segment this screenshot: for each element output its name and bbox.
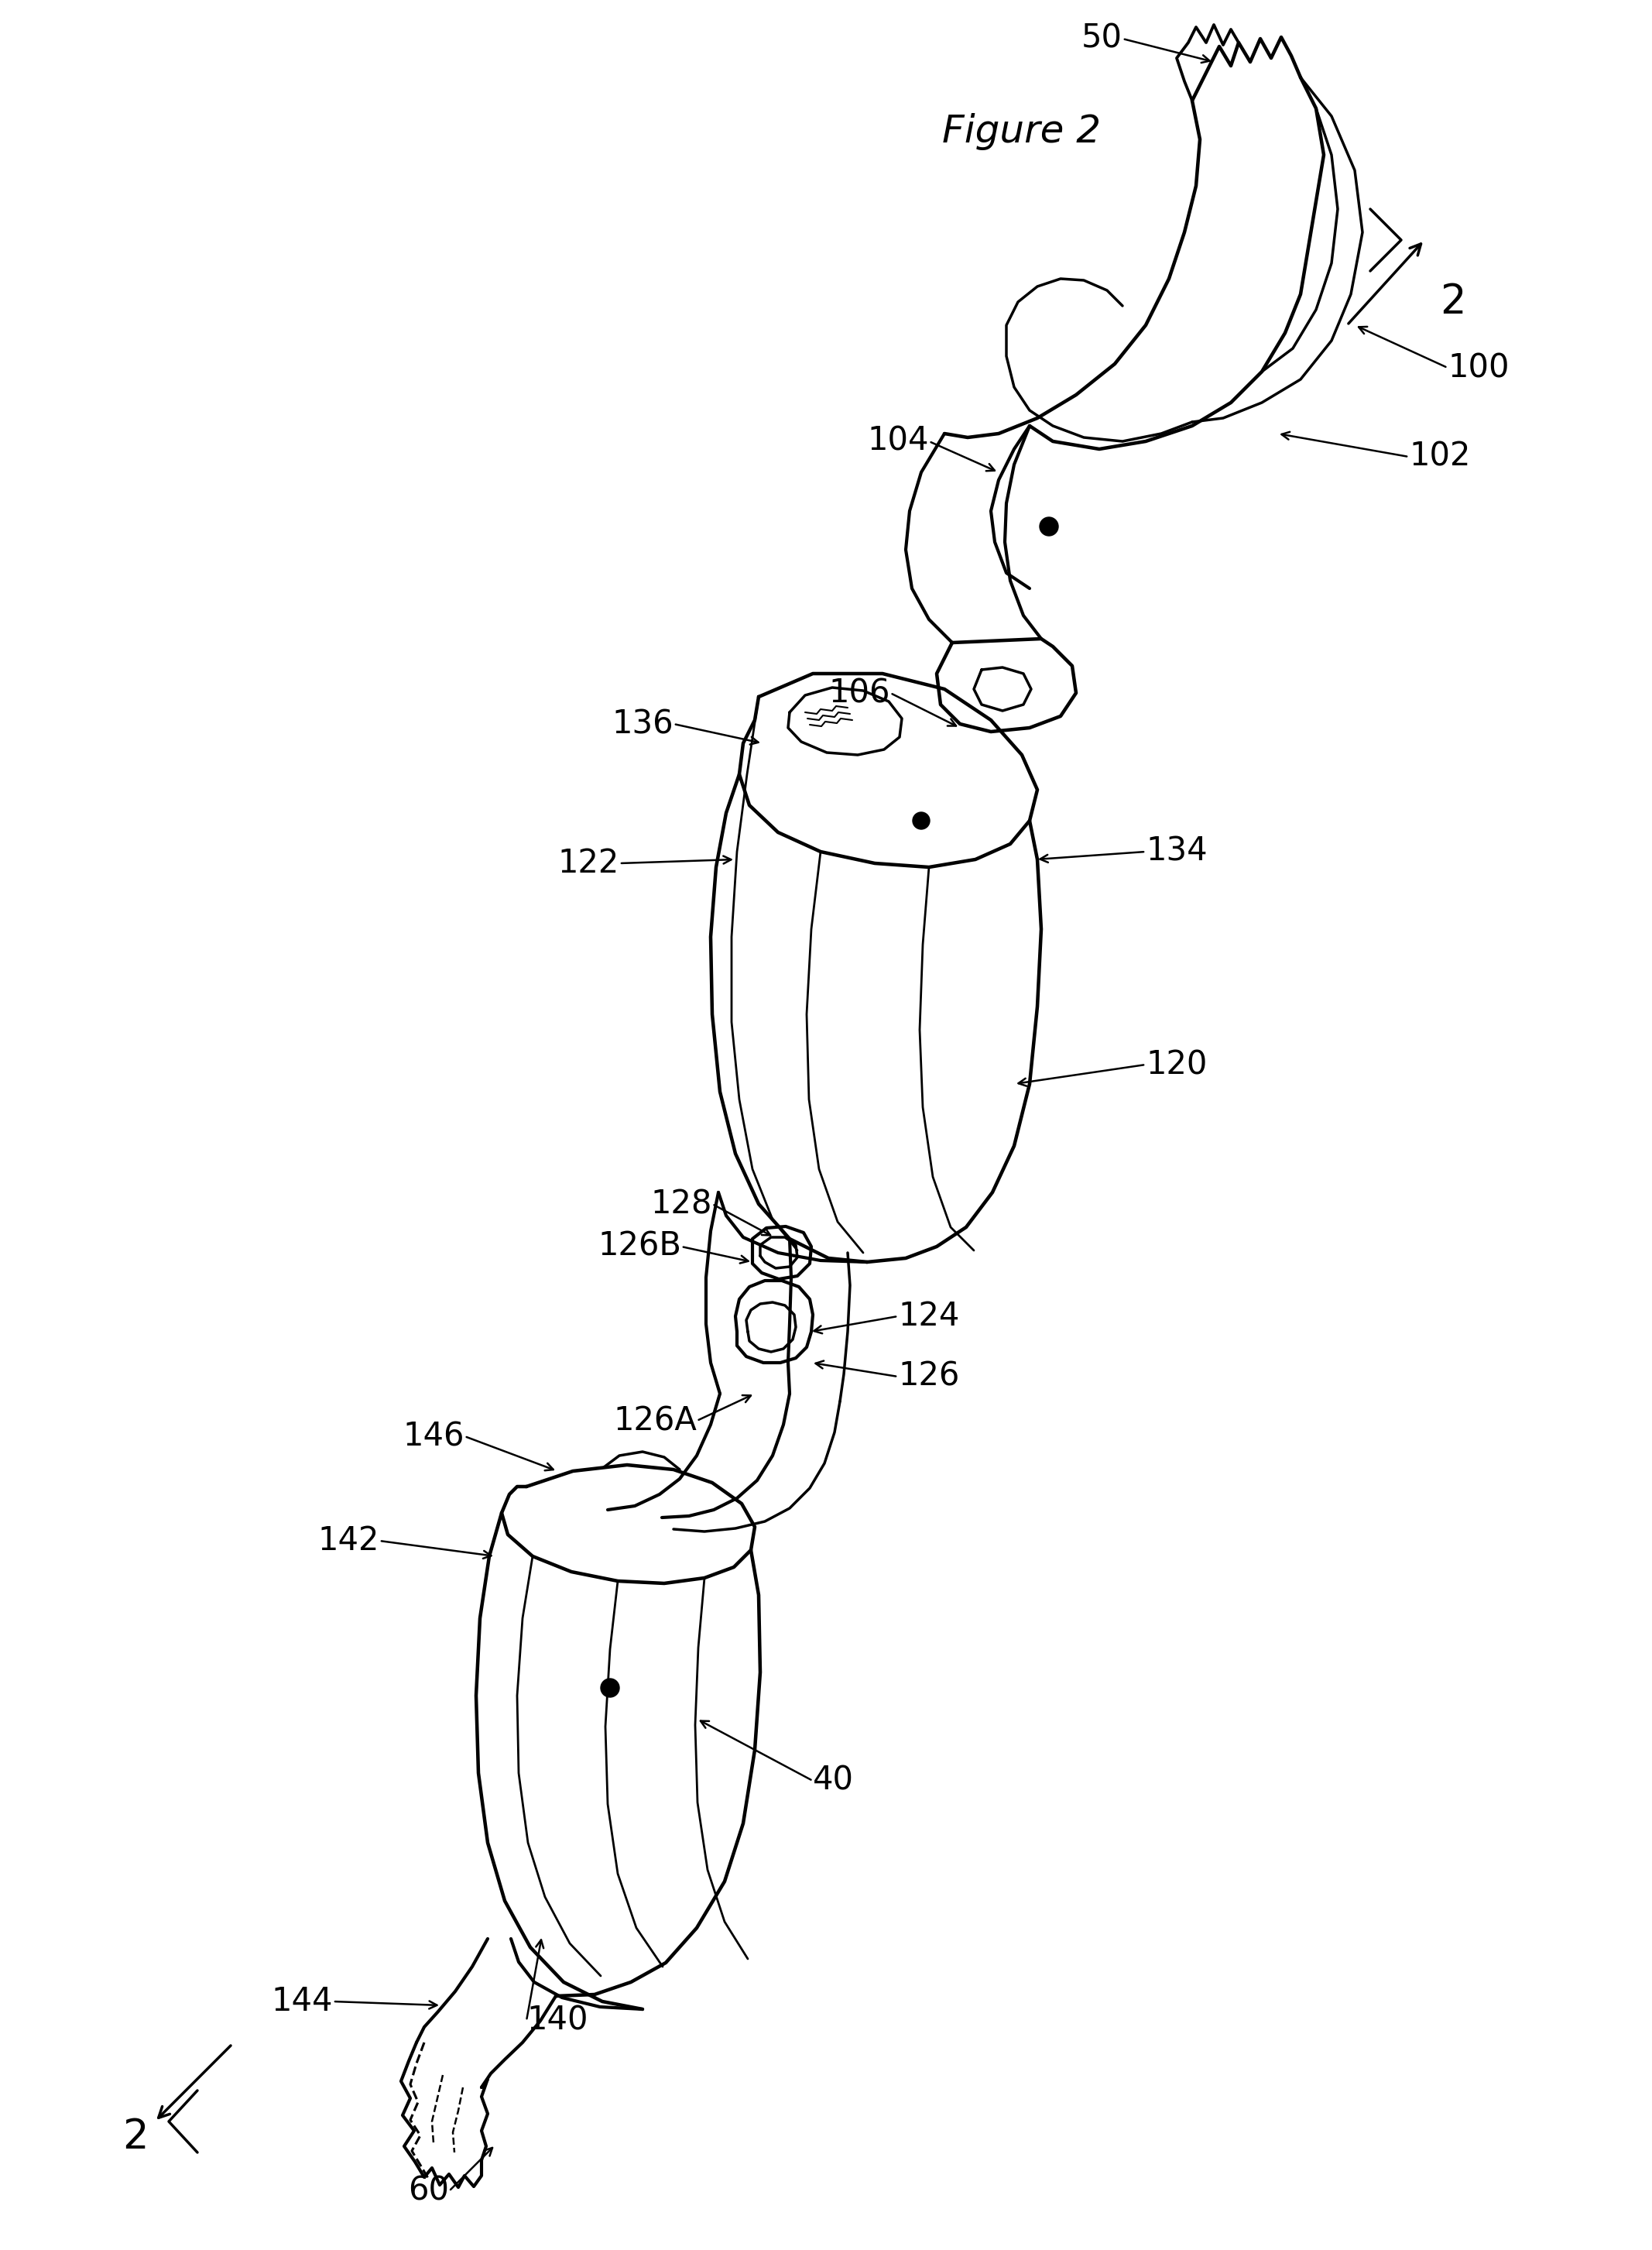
Text: 50: 50 xyxy=(1082,22,1122,54)
Text: 140: 140 xyxy=(527,2005,588,2036)
Text: 146: 146 xyxy=(403,1420,464,1454)
Text: 102: 102 xyxy=(1409,441,1470,472)
Text: 2: 2 xyxy=(1441,281,1465,322)
Text: 124: 124 xyxy=(899,1300,960,1332)
Text: 126B: 126B xyxy=(598,1231,681,1262)
Text: 2: 2 xyxy=(122,2117,149,2158)
Text: 100: 100 xyxy=(1447,351,1510,385)
Text: 144: 144 xyxy=(271,1984,332,2018)
Circle shape xyxy=(601,1678,620,1696)
Text: 126: 126 xyxy=(899,1361,960,1393)
Text: 128: 128 xyxy=(651,1188,712,1220)
Text: 106: 106 xyxy=(829,677,890,709)
Circle shape xyxy=(912,812,930,830)
Text: 142: 142 xyxy=(317,1526,380,1557)
Text: 126A: 126A xyxy=(613,1404,697,1438)
Text: 120: 120 xyxy=(1146,1048,1208,1080)
Text: 136: 136 xyxy=(611,709,674,740)
Text: Figure 2: Figure 2 xyxy=(942,112,1102,151)
Text: 134: 134 xyxy=(1146,835,1208,868)
Text: 40: 40 xyxy=(813,1764,854,1798)
Text: 104: 104 xyxy=(867,425,928,457)
Text: 60: 60 xyxy=(408,2176,449,2207)
Circle shape xyxy=(1039,518,1059,535)
Text: 122: 122 xyxy=(558,846,620,880)
